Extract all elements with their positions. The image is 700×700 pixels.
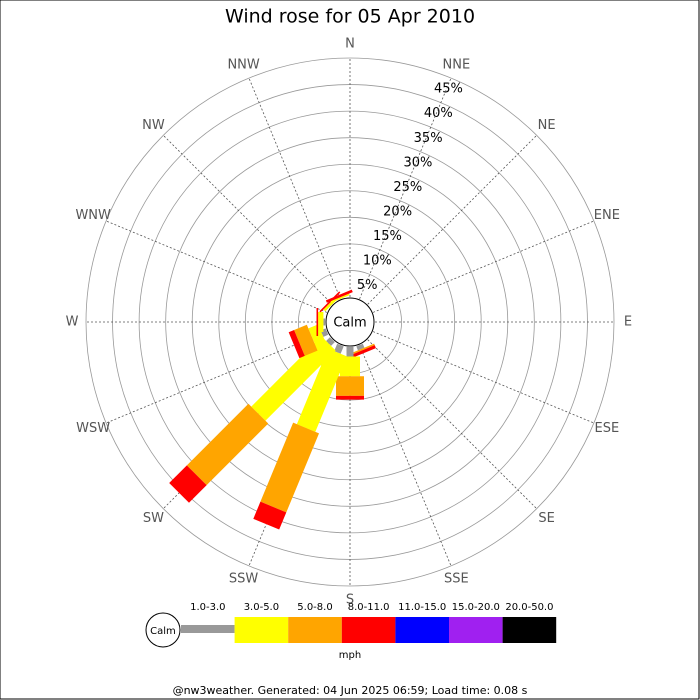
grid-ring [165,137,535,507]
calm-circle [325,297,375,347]
direction-label: W [66,315,79,330]
bar-segment [348,345,376,359]
ring-label: 45% [434,82,463,97]
ring-label: 20% [383,204,412,219]
ring-label: 25% [393,180,422,195]
bar-segment [253,501,287,530]
direction-label: NNE [443,58,471,73]
legend-label: 15.0-20.0 [452,602,500,613]
grid-ring [244,216,456,428]
legend: 1.0-3.0 3.0-5.0 5.0-8.0 8.0-11.0 11.0-15.0 15… [181,602,557,643]
bar-segment [356,343,365,351]
direction-label: SW [143,511,164,526]
bar-segment [296,348,347,432]
ring-label: 30% [403,155,432,170]
direction-label: S [346,593,354,608]
direction-label: SSE [444,571,469,586]
legend-label: 3.0-5.0 [244,602,279,613]
bar-segment [348,343,375,356]
ring-label: 5% [357,278,378,293]
bar-segment [316,308,319,336]
legend-swatch [341,617,396,643]
bar-segment [294,324,318,356]
direction-label: SSW [229,571,259,586]
bar-segment [251,336,336,421]
bar-segment [334,343,344,354]
ring-label: 35% [414,131,443,146]
legend-label: 20.0-50.0 [505,602,553,613]
direction-label: NW [142,118,165,133]
legend-label: 8.0-11.0 [348,602,390,613]
legend-swatch [395,617,449,643]
footer: @nw3weather. Generated: 04 Jun 2025 06:5… [173,684,528,697]
bar-segment [326,337,335,346]
legend-unit: mph [339,650,361,661]
legend-label: 1.0-3.0 [190,602,225,613]
grid-ring [85,57,615,587]
bar-segment [336,376,364,396]
legend-calm [145,612,181,648]
legend-swatch [234,617,289,643]
ring-label: 10% [363,253,392,268]
bar-segment [336,395,364,400]
direction-label: WSW [76,421,110,436]
bar-segment [318,312,324,332]
bar-segment [346,347,354,357]
grid-ring [218,190,482,454]
bar-segment [325,289,353,303]
direction-label: NNW [227,58,259,73]
ring-label: 15% [373,229,402,244]
direction-label: NE [538,118,556,133]
legend-label: 5.0-8.0 [297,602,332,613]
direction-label: N [345,37,355,52]
legend-swatch [181,625,235,633]
bar-segment [340,356,360,377]
legend-swatch [288,617,342,643]
direction-label: ESE [594,421,619,436]
legend-label: 11.0-15.0 [398,602,446,613]
grid: 5% 10% 15% 20% 25% 30% 35% 40% 45% N NNE NE ENE E ESE S… [66,37,633,608]
calm-label: Calm [333,316,366,331]
direction-label: ENE [594,208,620,223]
bar-segment [186,403,269,486]
chart-title: Wind rose for 05 Apr 2010 [225,6,475,28]
direction-label: SE [538,511,554,526]
direction-label: WNW [75,208,111,223]
legend-swatch [502,617,557,643]
bar-segment [323,318,325,326]
legend-swatch [449,617,503,643]
legend-calm-label: Calm [150,626,176,637]
bar-segment [260,422,320,513]
bar-segment [288,330,305,359]
bar-segment [169,465,207,503]
direction-label: E [624,315,632,330]
bars [169,289,376,530]
ring-label: 40% [424,106,453,121]
bar-segment [330,293,350,303]
